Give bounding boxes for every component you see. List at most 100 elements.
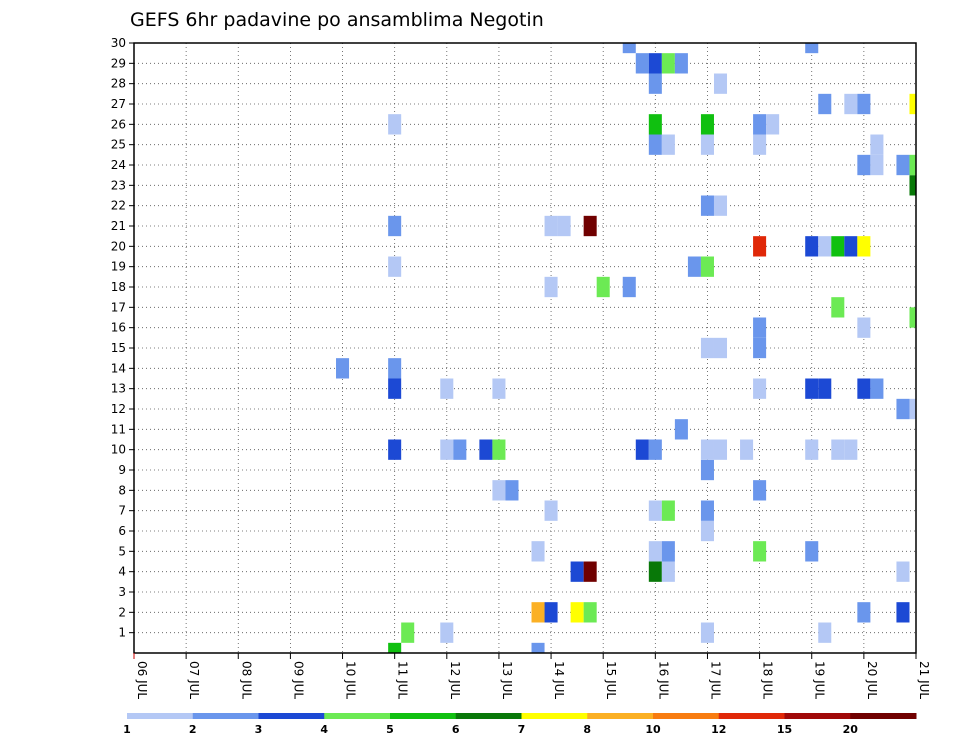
y-tick-label: 2 [118,605,126,619]
y-tick-label: 5 [118,544,126,558]
chart-title: GEFS 6hr padavine po ansamblima Negotin [130,9,544,31]
heatmap-cell [753,236,767,257]
heatmap-cell [700,439,714,460]
colorbar-swatch [718,713,785,719]
heatmap-cell [896,561,910,582]
y-tick-label: 4 [118,565,126,579]
heatmap-cell [570,561,584,582]
heatmap-cell [844,236,858,257]
heatmap-cell [700,337,714,359]
x-tick-label: 19 JUL [813,661,827,699]
colorbar-swatch [127,713,194,719]
colorbar: 1 2 3 4 5 6 7 8 10 12 15 20 [123,713,917,736]
heatmap-cell [831,297,845,318]
y-tick-label: 7 [118,504,126,518]
heatmap-cell [388,378,402,399]
heatmap-cell [388,439,402,460]
y-tick-label: 8 [118,483,126,497]
heatmap-cell [753,317,767,338]
heatmap-cell [700,622,714,643]
heatmap-cell [661,561,675,582]
heatmap-cell [557,215,571,237]
heatmap-cell [336,358,350,379]
colorbar-label: 20 [843,723,859,736]
heatmap-cell [857,378,871,399]
grid-lines [134,42,916,653]
heatmap-cell [388,215,402,237]
colorbar-swatch [390,713,457,719]
colorbar-swatch [850,713,917,719]
colorbar-swatch [192,713,259,719]
heatmap-cell [909,93,916,115]
heatmap-cell [857,602,871,623]
x-tick-label: 07 JUL [187,661,201,699]
heatmap-cell [674,53,688,74]
colorbar-label: 6 [452,723,460,736]
colorbar-swatch [587,713,654,719]
heatmap-cell [753,480,767,501]
heatmap-cell [388,256,402,277]
heatmap-cell [766,114,780,135]
colorbar-label: 2 [189,723,197,736]
heatmap-cell [909,307,916,328]
colorbar-label: 7 [518,723,526,736]
colorbar-swatch [784,713,851,719]
colorbar-swatch [653,713,720,719]
heatmap-cell [818,236,832,257]
colorbar-swatch [521,713,588,719]
colorbar-label: 12 [711,723,726,736]
heatmap-cell [700,195,714,216]
heatmap-cell [505,480,519,501]
data-cells [336,43,916,653]
heatmap-cell [492,439,506,460]
x-tick-label: 21 JUL [917,661,931,699]
heatmap-cell [453,439,467,460]
heatmap-cell [661,53,675,74]
heatmap-cell [635,439,649,460]
heatmap-cell [753,337,767,359]
x-tick-label: 06 JUL [135,661,149,699]
y-tick-label: 24 [111,158,126,172]
y-tick-label: 22 [111,199,126,213]
x-tick-label: 16 JUL [656,661,670,699]
heatmap-cell [648,500,662,521]
heatmap-cell [492,480,506,501]
heatmap-cell [687,256,701,277]
heatmap-cell [661,134,675,155]
colorbar-swatch [455,713,522,719]
y-tick-label: 23 [111,178,126,192]
heatmap-cell [805,439,819,460]
heatmap-cell [857,93,871,115]
y-tick-label: 21 [111,219,126,233]
heatmap-cell [388,114,402,135]
heatmap-cell [648,561,662,582]
heatmap-cell [492,378,506,399]
y-tick-label: 28 [111,77,126,91]
heatmap-cell [805,236,819,257]
y-tick-label: 27 [111,97,126,111]
heatmap-cell [713,195,728,216]
x-tick-label: 11 JUL [396,661,410,699]
y-tick-label: 17 [111,300,126,314]
heatmap-cell [844,439,858,460]
heatmap-cell [818,378,832,399]
y-tick-label: 12 [111,402,126,416]
x-tick-label: 17 JUL [708,661,722,699]
heatmap-cell [388,358,402,379]
heatmap-cell [844,93,858,115]
y-tick-label: 14 [111,361,126,375]
heatmap-cell [753,114,767,135]
heatmap-cell [700,459,714,481]
heatmap-cell [818,93,832,115]
y-tick-label: 26 [111,117,126,131]
heatmap-cell [648,134,662,155]
heatmap-cell [388,642,402,653]
heatmap-cell [544,276,558,298]
x-tick-label: 13 JUL [500,661,514,699]
heatmap-cell [870,378,884,399]
y-tick-label: 25 [111,138,126,152]
heatmap-cell [700,500,714,521]
y-tick-label: 30 [111,36,126,50]
heatmap-cell [713,439,728,460]
x-axis: 06 JUL 07 JUL 08 JUL 09 JUL 10 JUL 11 JUL 12 J… [133,653,931,699]
